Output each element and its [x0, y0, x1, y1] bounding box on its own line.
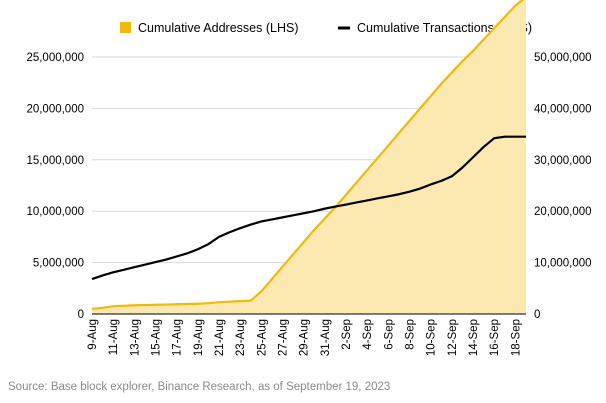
x-axis-tick-label: 6-Sep	[383, 319, 395, 350]
right-axis-tick-label: 30,000,000	[534, 155, 592, 167]
x-axis-tick-label: 10-Sep	[426, 319, 438, 356]
x-axis-tick-label: 8-Sep	[405, 319, 417, 350]
axes: 0 5,000,000 10,000,000 15,000,000 20,000,000…	[26, 52, 591, 356]
x-axis-tick-label: 2-Sep	[341, 319, 353, 350]
x-axis-tick-label: 9-Aug	[87, 319, 99, 350]
legend: Cumulative Addresses (LHS) Cumulative Tr…	[120, 21, 532, 35]
x-axis-tick-label: 13-Aug	[129, 319, 141, 356]
right-axis-tick-label: 10,000,000	[534, 258, 592, 270]
x-axis-tick-label: 14-Sep	[468, 319, 480, 356]
series-area-addresses	[92, 0, 526, 314]
x-axis-tick-label: 25-Aug	[256, 319, 268, 356]
plot-area	[92, 0, 526, 314]
x-axis-tick-label: 4-Sep	[362, 319, 374, 350]
left-axis-tick-label: 0	[78, 309, 84, 321]
right-axis-tick-label: 40,000,000	[534, 103, 592, 115]
x-axis-tick-label: 27-Aug	[278, 319, 290, 356]
x-axis-tick-label: 19-Aug	[193, 319, 205, 356]
right-axis-tick-label: 20,000,000	[534, 206, 592, 218]
left-axis-tick-label: 25,000,000	[26, 52, 84, 64]
legend-swatch-addresses	[120, 22, 131, 33]
x-axis-tick-label: 16-Sep	[489, 319, 501, 356]
series-line-addresses	[91, 0, 525, 310]
right-axis-tick-label: 0	[534, 309, 540, 321]
left-axis-tick-label: 10,000,000	[26, 206, 84, 218]
x-axis-tick-label: 18-Sep	[510, 319, 522, 356]
x-axis-tick-label: 15-Aug	[151, 319, 163, 356]
legend-label-addresses: Cumulative Addresses (LHS)	[138, 21, 298, 35]
x-axis-tick-label: 17-Aug	[172, 319, 184, 356]
x-axis-tick-label: 11-Aug	[108, 319, 120, 355]
right-axis-tick-label: 50,000,000	[534, 52, 592, 64]
x-axis-tick-label: 21-Aug	[214, 319, 226, 356]
x-axis-tick-label: 12-Sep	[447, 319, 459, 356]
left-axis-tick-label: 5,000,000	[33, 258, 84, 270]
source-note: Source: Base block explorer, Binance Res…	[8, 381, 391, 393]
legend-label-transactions: Cumulative Transactions (RHS)	[357, 21, 532, 35]
x-axis-tick-label: 29-Aug	[299, 319, 311, 356]
left-axis-tick-label: 15,000,000	[26, 155, 84, 167]
left-axis-tick-label: 20,000,000	[26, 103, 84, 115]
x-axis-tick-label: 31-Aug	[320, 319, 332, 356]
x-axis-tick-label: 23-Aug	[235, 319, 247, 356]
series-line-transactions	[91, 135, 526, 281]
series-lines	[91, 0, 526, 310]
